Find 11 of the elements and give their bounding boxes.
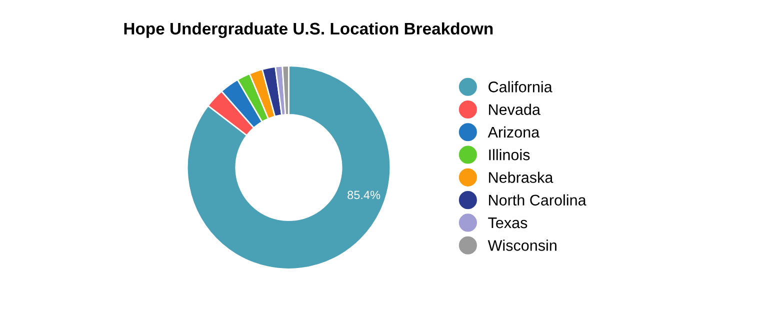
- legend-label: Wisconsin: [488, 240, 556, 251]
- legend-label: Nevada: [489, 104, 540, 115]
- legend-label: Arizona: [488, 126, 540, 138]
- legend-label: North Carolina: [489, 194, 586, 206]
- legend-label: California: [488, 81, 552, 92]
- data-label: 85.4%: [348, 190, 380, 200]
- donut-slice: [186, 65, 392, 270]
- legend-label: Nebraska: [489, 172, 554, 183]
- legend-label: Texas: [488, 218, 528, 228]
- chart-title: Hope Undergraduate U.S. Location Breakdown: [124, 22, 493, 38]
- legend-label: Illinois: [489, 149, 530, 160]
